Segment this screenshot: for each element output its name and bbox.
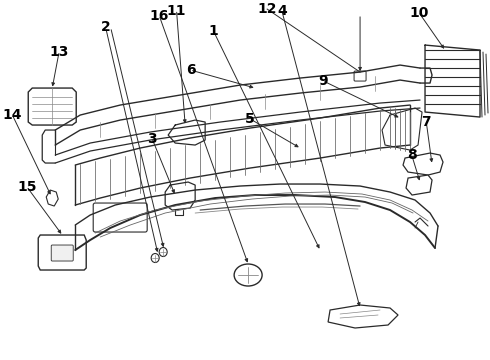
Text: 5: 5 bbox=[245, 112, 255, 126]
Text: 15: 15 bbox=[18, 180, 37, 194]
Polygon shape bbox=[406, 175, 432, 195]
Polygon shape bbox=[328, 305, 398, 328]
Text: 6: 6 bbox=[186, 63, 196, 77]
Text: 2: 2 bbox=[100, 20, 110, 34]
Ellipse shape bbox=[151, 253, 159, 262]
FancyBboxPatch shape bbox=[93, 203, 147, 232]
Text: 14: 14 bbox=[3, 108, 22, 122]
Text: 12: 12 bbox=[257, 2, 277, 16]
Text: 3: 3 bbox=[147, 132, 157, 146]
Text: 8: 8 bbox=[407, 148, 416, 162]
Text: 1: 1 bbox=[208, 24, 218, 38]
Text: 7: 7 bbox=[421, 116, 431, 130]
Text: 16: 16 bbox=[150, 9, 169, 23]
Polygon shape bbox=[403, 153, 443, 175]
Text: 11: 11 bbox=[167, 4, 186, 18]
Text: 4: 4 bbox=[277, 4, 287, 18]
Text: 10: 10 bbox=[409, 6, 429, 20]
Polygon shape bbox=[28, 88, 76, 125]
Text: 9: 9 bbox=[318, 74, 328, 88]
Ellipse shape bbox=[234, 264, 262, 286]
Text: 13: 13 bbox=[49, 45, 69, 59]
FancyBboxPatch shape bbox=[51, 245, 73, 261]
Polygon shape bbox=[38, 235, 86, 270]
FancyBboxPatch shape bbox=[354, 71, 366, 81]
Ellipse shape bbox=[159, 248, 167, 257]
Polygon shape bbox=[46, 190, 58, 206]
